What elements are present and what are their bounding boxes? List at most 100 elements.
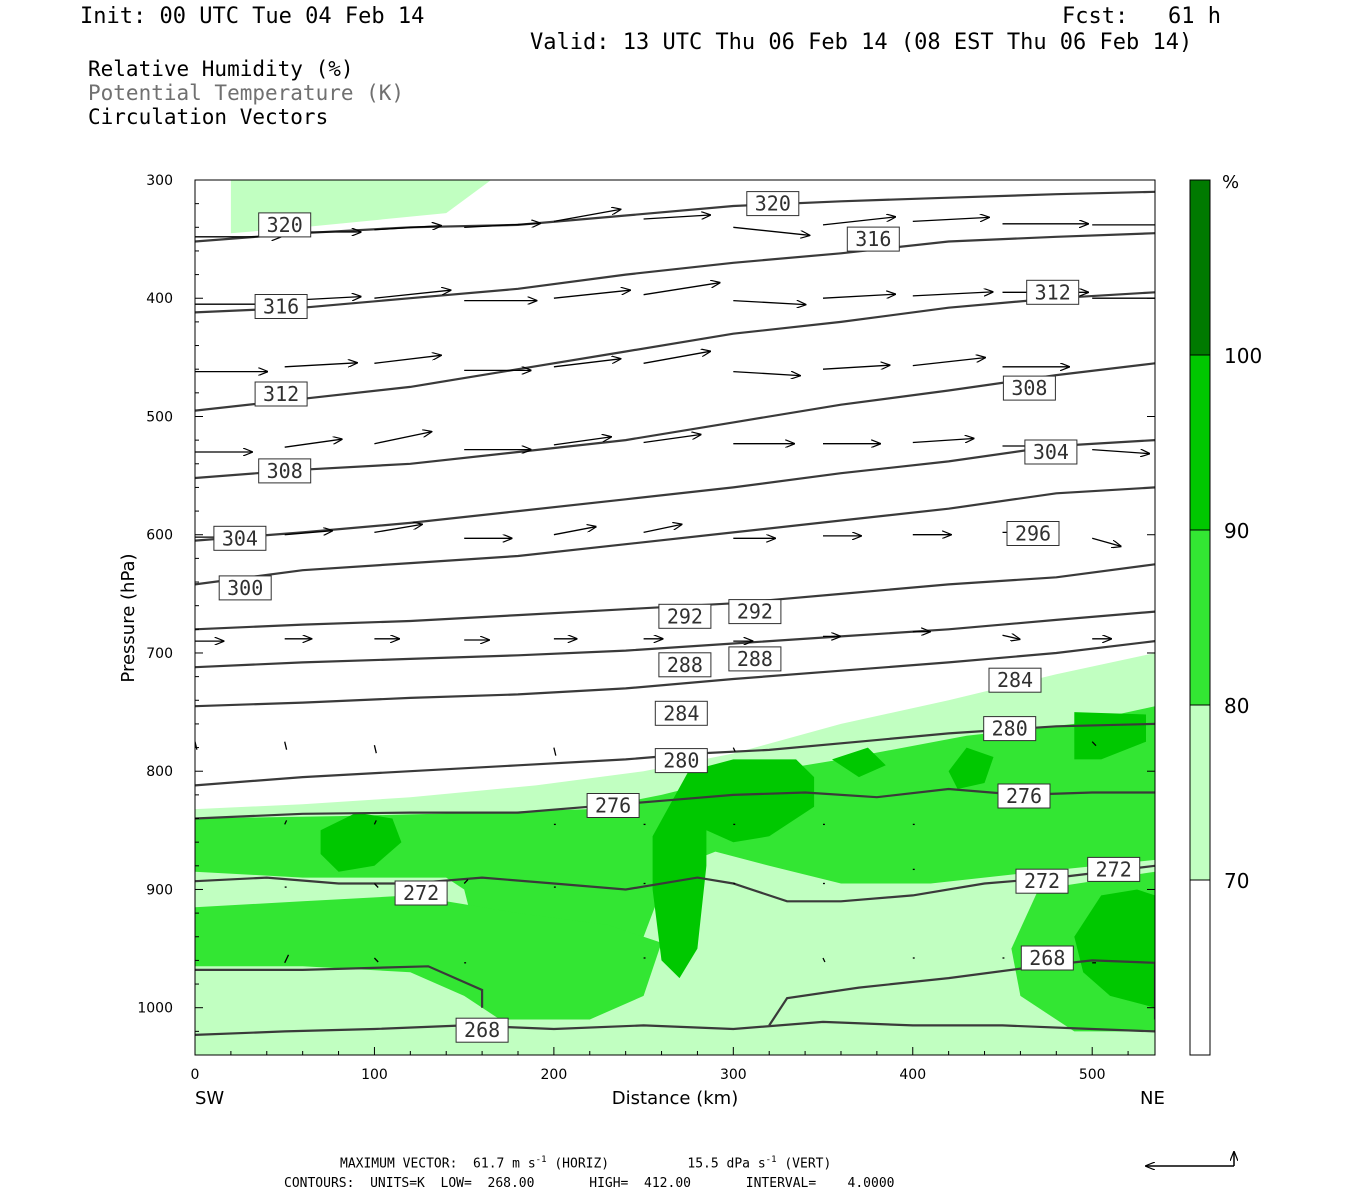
svg-text:292: 292 bbox=[667, 604, 703, 628]
x-axis-title: Distance (km) bbox=[612, 1088, 738, 1109]
field-label-vectors: Circulation Vectors bbox=[88, 105, 329, 129]
theta-label: 300 bbox=[218, 575, 272, 601]
circulation-vector bbox=[732, 747, 736, 752]
rh-fill-90-1 bbox=[652, 759, 815, 979]
svg-text:272: 272 bbox=[1024, 869, 1060, 893]
theta-label: 308 bbox=[1002, 375, 1056, 401]
circulation-vector bbox=[374, 355, 441, 364]
circulation-vector bbox=[374, 226, 441, 231]
svg-text:284: 284 bbox=[997, 668, 1033, 692]
theta-contour-284-6 bbox=[195, 640, 1155, 708]
valid-time: Valid: 13 UTC Thu 06 Feb 14 (08 EST Thu … bbox=[530, 30, 1193, 55]
colorbar-swatch bbox=[1189, 704, 1211, 881]
circulation-vector bbox=[284, 954, 290, 964]
circulation-vector bbox=[822, 217, 895, 226]
theta-contour-304-11 bbox=[195, 362, 1155, 480]
circulation-vector bbox=[643, 283, 720, 296]
circulation-vector bbox=[1002, 635, 1020, 639]
svg-text:308: 308 bbox=[267, 459, 303, 483]
theta-label: 316 bbox=[846, 226, 900, 252]
theta-label: 268 bbox=[455, 1017, 509, 1043]
reference-vector-icon bbox=[1146, 1152, 1234, 1166]
circulation-vector bbox=[553, 527, 596, 536]
circulation-vector bbox=[373, 745, 377, 754]
svg-text:276: 276 bbox=[595, 794, 631, 818]
svg-text:288: 288 bbox=[667, 653, 703, 677]
circulation-vector bbox=[374, 432, 431, 445]
svg-text:312: 312 bbox=[263, 382, 299, 406]
circulation-vector bbox=[373, 883, 379, 888]
colorbar-level-label: 80 bbox=[1224, 694, 1249, 718]
x-tick-label: 500 bbox=[1079, 1067, 1106, 1083]
y-tick-label: 400 bbox=[146, 291, 173, 307]
circulation-vector bbox=[643, 524, 682, 534]
y-tick-label: 1000 bbox=[137, 1001, 173, 1017]
theta-label: 268 bbox=[1020, 945, 1074, 971]
circulation-vector bbox=[643, 351, 711, 364]
svg-text:288: 288 bbox=[737, 647, 773, 671]
field-label-theta: Potential Temperature (K) bbox=[88, 81, 405, 105]
theta-label: 288 bbox=[658, 652, 712, 678]
circulation-vector bbox=[733, 226, 809, 235]
theta-label: 284 bbox=[654, 700, 708, 726]
theta-label: 276 bbox=[997, 783, 1051, 809]
theta-contour-268-1 bbox=[195, 965, 484, 1008]
theta-label: 276 bbox=[586, 793, 640, 818]
rh-fill-90-3 bbox=[948, 747, 994, 789]
theta-label: 292 bbox=[728, 599, 782, 625]
colorbar-swatch bbox=[1189, 529, 1211, 706]
theta-label: 312 bbox=[1026, 279, 1080, 305]
circulation-vector bbox=[284, 741, 288, 750]
svg-text:284: 284 bbox=[663, 701, 699, 725]
theta-label: 304 bbox=[1024, 439, 1078, 465]
circulation-vector bbox=[912, 217, 989, 223]
colorbar-swatch bbox=[1189, 179, 1211, 356]
x-tick-label: 100 bbox=[361, 1067, 388, 1083]
colorbar-swatch bbox=[1189, 879, 1211, 1056]
theta-contour-312-13 bbox=[195, 232, 1155, 314]
contour-label-layer: 320 320 316 316 312 312 308 308 304 304 300 296 292 2… bbox=[213, 191, 1141, 1043]
x-tick-label: 0 bbox=[191, 1067, 200, 1083]
rh-fill-layer bbox=[195, 180, 1155, 1055]
y-tick-label: 700 bbox=[146, 646, 173, 662]
x-tick-label: 400 bbox=[899, 1067, 926, 1083]
circulation-vector bbox=[1092, 537, 1121, 546]
circulation-vector bbox=[643, 435, 701, 444]
x-tick-label: 200 bbox=[541, 1067, 568, 1083]
circulation-vector bbox=[553, 359, 621, 368]
circulation-vector bbox=[373, 957, 379, 963]
theta-label: 312 bbox=[254, 381, 308, 407]
colorbar-level-label: 90 bbox=[1224, 519, 1249, 543]
contours-note: CONTOURS: UNITS=K LOW= 268.00 HIGH= 412.… bbox=[284, 1176, 895, 1191]
theta-label: 280 bbox=[983, 716, 1037, 742]
circulation-vector bbox=[463, 879, 469, 884]
init-time: Init: 00 UTC Tue 04 Feb 14 bbox=[80, 4, 425, 29]
theta-label: 272 bbox=[394, 880, 448, 906]
circulation-vector bbox=[912, 358, 985, 367]
svg-text:272: 272 bbox=[403, 881, 439, 905]
y-tick-label: 800 bbox=[146, 764, 173, 780]
svg-text:320: 320 bbox=[267, 213, 303, 237]
circulation-vector bbox=[373, 820, 377, 825]
circulation-vector bbox=[643, 215, 711, 220]
circulation-vector bbox=[912, 292, 993, 297]
svg-text:272: 272 bbox=[1096, 857, 1132, 881]
theta-contour-272-3 bbox=[195, 864, 1155, 903]
svg-text:280: 280 bbox=[992, 717, 1028, 741]
svg-text:320: 320 bbox=[755, 192, 791, 216]
circulation-vector bbox=[374, 290, 450, 299]
theta-label: 288 bbox=[728, 646, 782, 672]
circulation-vector bbox=[284, 531, 333, 535]
x-left-endpoint: SW bbox=[195, 1088, 224, 1109]
rh-fill-80-1 bbox=[195, 895, 662, 1020]
svg-text:312: 312 bbox=[1035, 280, 1071, 304]
y-tick-label: 900 bbox=[146, 882, 173, 898]
y-tick-label: 600 bbox=[146, 528, 173, 544]
theta-label: 272 bbox=[1087, 856, 1141, 882]
theta-label: 320 bbox=[258, 212, 312, 238]
theta-contour-288-7 bbox=[195, 610, 1155, 669]
svg-text:304: 304 bbox=[222, 526, 258, 550]
circulation-vector bbox=[464, 223, 540, 228]
theta-label: 308 bbox=[258, 458, 312, 484]
